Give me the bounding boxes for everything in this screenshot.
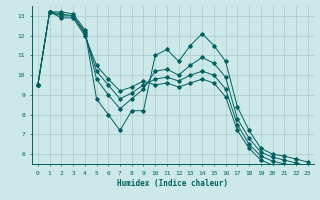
X-axis label: Humidex (Indice chaleur): Humidex (Indice chaleur) (117, 179, 228, 188)
